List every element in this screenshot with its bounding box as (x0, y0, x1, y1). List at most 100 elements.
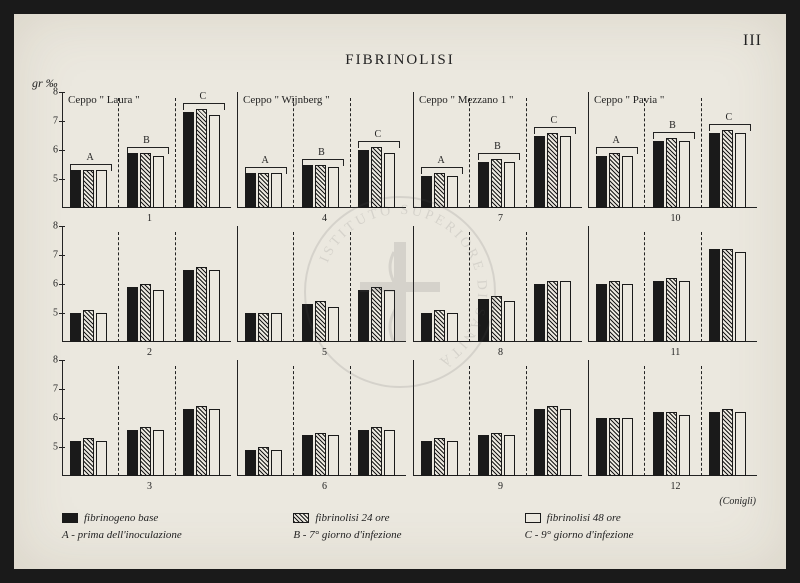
bar (434, 173, 445, 208)
legend-swatch (525, 513, 541, 523)
panel-number: 2 (62, 347, 237, 358)
group-label: C (358, 129, 398, 140)
bar (70, 170, 81, 208)
panel-number: 6 (237, 481, 412, 492)
paper: III FIBRINOLISI gr ‰ 5678Ceppo " Laura "… (14, 14, 786, 569)
legend-swatch (293, 513, 309, 523)
chart-panel: Ceppo " Pavia "ABC10 (588, 92, 763, 226)
bar (596, 284, 607, 342)
group-label: A (421, 155, 461, 166)
bar (358, 150, 369, 208)
bar (70, 313, 81, 342)
panel-number: 9 (413, 481, 588, 492)
bar (258, 173, 269, 208)
legend-condition: B - 7° giorno d'infezione (293, 527, 524, 544)
bar (735, 252, 746, 342)
bar (560, 136, 571, 209)
bar (534, 409, 545, 476)
bar (96, 170, 107, 208)
bar (434, 310, 445, 342)
bar (478, 299, 489, 343)
bar (709, 412, 720, 476)
group-label: B (127, 135, 167, 146)
bar (183, 409, 194, 476)
bar (596, 156, 607, 208)
bar (504, 435, 515, 476)
bar (735, 412, 746, 476)
legend-label: fibrinolisi 48 ore (547, 510, 621, 527)
bar (96, 313, 107, 342)
bar (653, 281, 664, 342)
panel-number: 10 (588, 213, 763, 224)
bar (127, 430, 138, 476)
group-label: A (245, 155, 285, 166)
bar (328, 435, 339, 476)
bar (271, 173, 282, 208)
bar (534, 136, 545, 209)
bar (196, 109, 207, 208)
bar (127, 153, 138, 208)
bar (560, 281, 571, 342)
bar (534, 284, 545, 342)
panel-number: 11 (588, 347, 763, 358)
legend-row-swatches: fibrinogeno base fibrinolisi 24 ore fibrin… (62, 510, 756, 527)
legend-row-conditions: A - prima dell'inoculazioneB - 7° giorno… (62, 527, 756, 544)
bar (653, 141, 664, 208)
bar (421, 313, 432, 342)
chart-panel: 6 (237, 360, 412, 494)
bar (666, 278, 677, 342)
bar (315, 165, 326, 209)
group-label: B (478, 141, 518, 152)
chart-panel: 56783 (62, 360, 237, 494)
bar (70, 441, 81, 476)
bar (245, 173, 256, 208)
chart-panel: 5678Ceppo " Laura "ABC1 (62, 92, 237, 226)
bar (735, 133, 746, 208)
bar (666, 138, 677, 208)
bar (83, 438, 94, 476)
chart-panel: 56782 (62, 226, 237, 360)
legend-condition: C - 9° giorno d'infezione (525, 527, 756, 544)
bar (140, 153, 151, 208)
bar (478, 162, 489, 208)
animals-label: (Conigli) (719, 496, 756, 507)
bar (547, 406, 558, 476)
bar (560, 409, 571, 476)
bar (722, 249, 733, 342)
bar (421, 176, 432, 208)
bar (83, 170, 94, 208)
bar (609, 281, 620, 342)
bar (491, 433, 502, 477)
chart-panel: 5 (237, 226, 412, 360)
panel-number: 1 (62, 213, 237, 224)
group-label: A (596, 135, 636, 146)
bar (371, 287, 382, 342)
legend-label: fibrinogeno base (84, 510, 158, 527)
legend-item: fibrinolisi 24 ore (293, 510, 524, 527)
panel-number: 12 (588, 481, 763, 492)
bar (384, 153, 395, 208)
panel-number: 3 (62, 481, 237, 492)
bar (328, 167, 339, 208)
bar (609, 418, 620, 476)
bar (504, 301, 515, 342)
bar (679, 415, 690, 476)
bar (384, 430, 395, 476)
bar (666, 412, 677, 476)
bar (722, 409, 733, 476)
bar (315, 433, 326, 477)
chart-panel: 12 (588, 360, 763, 494)
bar (196, 406, 207, 476)
bar (622, 284, 633, 342)
bar (709, 249, 720, 342)
bar (209, 270, 220, 343)
panel-number: 7 (413, 213, 588, 224)
bar (209, 115, 220, 208)
group-label: A (70, 152, 110, 163)
group-label: B (653, 120, 693, 131)
bar (140, 427, 151, 476)
chart-panel: 9 (413, 360, 588, 494)
bar (653, 412, 664, 476)
group-label: C (534, 115, 574, 126)
legend-label: fibrinolisi 24 ore (315, 510, 389, 527)
